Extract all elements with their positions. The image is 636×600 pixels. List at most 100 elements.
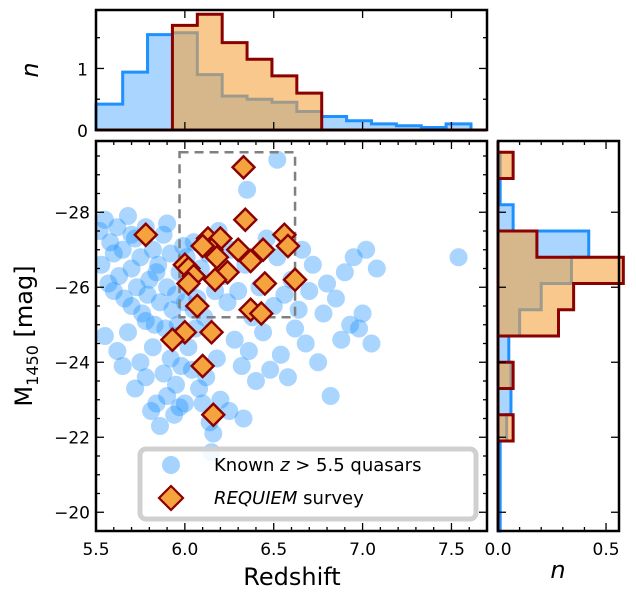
main-scatter-panel: 5.5 6.0 6.5 7.0 7.5 −20 −22 −24 −26 −28 Known z >… [10, 139, 489, 591]
quasar-point [140, 270, 159, 289]
requiem-point [230, 154, 257, 180]
requiem-point [248, 300, 274, 327]
quasar-point [278, 368, 297, 387]
quasar-point [138, 285, 157, 304]
y-tick-label: −26 [54, 278, 90, 298]
quasar-point [104, 282, 123, 300]
quasar-point [289, 300, 308, 319]
quasar-point [99, 274, 118, 293]
quasar-point [131, 248, 150, 267]
quasar-point [326, 289, 345, 308]
legend-box [137, 446, 479, 522]
requiem-point [232, 207, 258, 233]
main-ylabel: M1450 [mag] [10, 265, 42, 406]
requiem-point [198, 319, 225, 345]
quasar-point [96, 210, 114, 229]
requiem-point [175, 270, 202, 297]
quasar-point [165, 405, 184, 424]
quasar-point [271, 345, 290, 364]
main-xlabel: Redshift [243, 563, 340, 591]
quasar-point [170, 398, 189, 417]
quasar-point [335, 263, 354, 282]
quasar-point [367, 259, 386, 278]
quasar-point [344, 248, 363, 267]
top-panel-ticks: 01 [77, 10, 487, 142]
x-tick-label: 5.5 [82, 540, 109, 560]
quasar-point [449, 248, 468, 267]
quasar-point [122, 297, 141, 315]
right-x-tick-label: 0.0 [484, 540, 511, 560]
x-tick-label: 6.0 [171, 540, 198, 560]
quasar-point [246, 372, 265, 390]
quasar-point [175, 394, 194, 413]
quasar-point [268, 150, 287, 169]
quasar-point [303, 255, 322, 274]
quasar-point [149, 255, 168, 274]
quasar-point [104, 244, 123, 263]
requiem-point [252, 270, 278, 297]
quasar-point [275, 285, 294, 304]
requiem-point [275, 233, 301, 259]
quasar-point [362, 334, 381, 353]
quasar-point [318, 274, 337, 293]
quasar-point [357, 240, 376, 259]
quasar-point [239, 342, 258, 360]
quasar-point [143, 240, 162, 259]
legend-diamond-marker [157, 484, 185, 512]
right-x-tick-label: 0.5 [593, 540, 620, 560]
right-panel-frame [496, 139, 621, 533]
quasar-point [127, 278, 146, 297]
quasar-point [332, 330, 351, 349]
top-panel-frame [94, 8, 489, 132]
quasar-point [158, 214, 177, 233]
legend-label-requiem: REQUIEM survey [214, 488, 364, 509]
right-histogram-bars [496, 141, 625, 533]
quasar-point [154, 364, 173, 383]
x-tick-label: 7.0 [349, 540, 376, 560]
scatter-points [96, 150, 468, 462]
quasar-point [163, 300, 182, 319]
quasar-point [314, 304, 333, 323]
quasar-point [158, 278, 177, 297]
requiem-point [184, 293, 211, 319]
quasar-point [150, 293, 169, 312]
quasar-point [145, 315, 164, 334]
quasar-point [207, 349, 226, 368]
quasar-point [166, 375, 185, 394]
quasar-point [161, 244, 180, 263]
top-histogram-panel: 01 n [16, 8, 489, 142]
quasar-point [96, 327, 114, 345]
legend: Known z > 5.5 quasars REQUIEM survey [137, 446, 479, 522]
requiem-point [282, 267, 308, 293]
right-hist-requiem [496, 141, 625, 531]
quasar-point [172, 357, 191, 375]
quasar-point [341, 315, 360, 334]
quasar-point [350, 319, 369, 338]
quasar-point [211, 390, 230, 409]
quasar-point [238, 180, 257, 199]
quasar-point [300, 282, 319, 300]
quasar-point [108, 342, 127, 360]
quasar-point [147, 394, 166, 413]
requiem-point [202, 267, 228, 293]
right-panel-xlabel: n [550, 556, 565, 584]
quasar-point [286, 319, 305, 338]
quasar-point [115, 289, 134, 308]
quasar-point [122, 225, 141, 244]
quasar-point [126, 379, 145, 398]
quasar-point [309, 353, 328, 372]
quasar-point [154, 225, 173, 244]
requiem-point [237, 248, 264, 274]
y-tick-label: −22 [54, 428, 90, 448]
quasar-point [96, 222, 109, 240]
quasar-point [143, 338, 162, 357]
requiem-points [133, 154, 308, 428]
legend-circle-marker [162, 456, 180, 474]
quasar-point [225, 330, 244, 349]
quasar-point [261, 360, 280, 379]
right-histogram-panel: 0.0 0.5 n [484, 139, 625, 584]
quasar-point [113, 240, 132, 259]
quasar-point [218, 293, 237, 312]
top-histogram-bars [94, 12, 487, 132]
quasar-point [118, 207, 137, 225]
